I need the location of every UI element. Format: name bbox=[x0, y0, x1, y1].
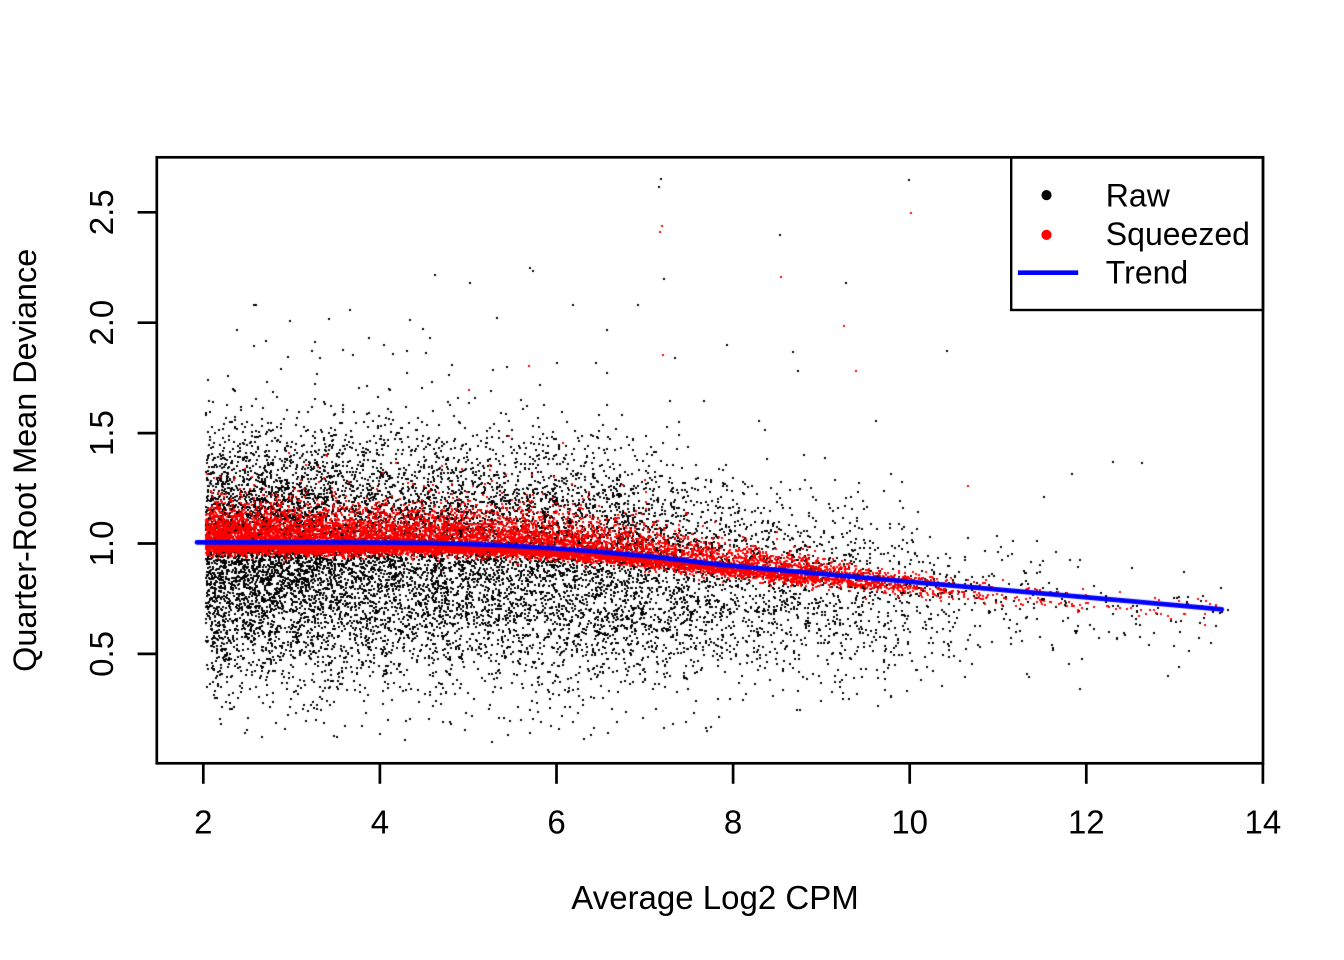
svg-text:1.5: 1.5 bbox=[83, 410, 120, 456]
svg-text:4: 4 bbox=[371, 803, 389, 840]
svg-text:2.5: 2.5 bbox=[83, 189, 120, 235]
svg-text:8: 8 bbox=[724, 803, 742, 840]
svg-text:Squeezed: Squeezed bbox=[1106, 216, 1250, 252]
svg-text:Raw: Raw bbox=[1106, 178, 1171, 214]
svg-text:Trend: Trend bbox=[1106, 255, 1188, 291]
svg-text:1.0: 1.0 bbox=[83, 521, 120, 567]
svg-text:Quarter-Root Mean Deviance: Quarter-Root Mean Deviance bbox=[7, 249, 43, 672]
svg-text:2: 2 bbox=[194, 803, 212, 840]
svg-text:14: 14 bbox=[1245, 803, 1282, 840]
svg-text:12: 12 bbox=[1068, 803, 1105, 840]
svg-text:10: 10 bbox=[891, 803, 928, 840]
svg-text:2.0: 2.0 bbox=[83, 300, 120, 346]
svg-text:Average Log2 CPM: Average Log2 CPM bbox=[571, 879, 858, 916]
svg-text:0.5: 0.5 bbox=[83, 631, 120, 677]
svg-text:6: 6 bbox=[547, 803, 565, 840]
